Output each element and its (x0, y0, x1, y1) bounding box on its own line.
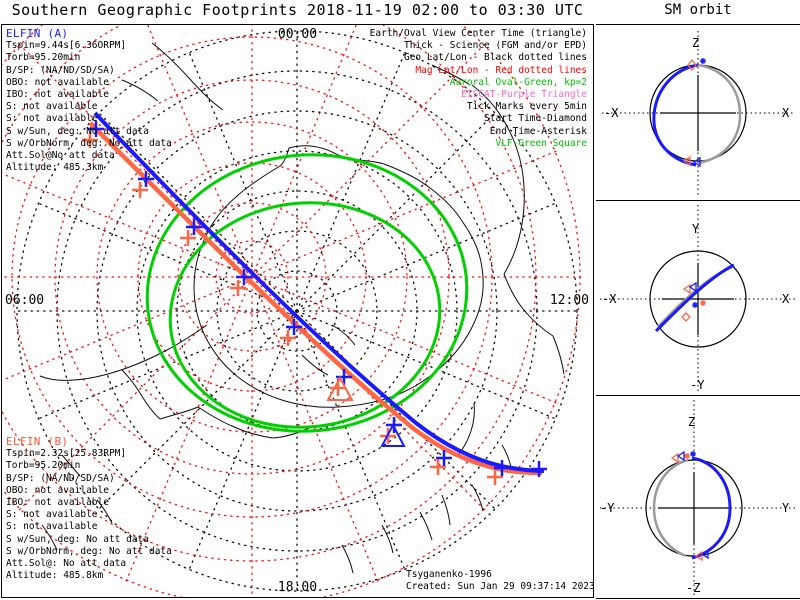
elfin-b-line-5: S: not available (6, 509, 98, 521)
sm-label-bottom-yx: -Y (690, 378, 705, 392)
sm-label-top-zx: Z (692, 36, 699, 50)
legend-item-1: Thick - Science (FGM and/or EPD) (403, 40, 587, 52)
orbit-past-zx (697, 63, 742, 165)
elfin-b-info: ELFIN (B) Tspin=2.32s[25.83RPM] Torb=95.… (6, 435, 172, 582)
elfin-b-line-9: Att.Sol@: No att data (6, 558, 127, 570)
elfin-a-line-9: Att.Sol@No att data (6, 150, 115, 162)
legend-item-8: End Time-Asterisk (489, 125, 587, 137)
elfin-a-info: ELFIN (A) Tspin=9.44s[6.36ORPM] Torb=95.… (6, 27, 172, 174)
track-elfin-b (88, 121, 543, 476)
marker-end-zx (692, 58, 706, 168)
auroral-oval (145, 153, 469, 433)
marker-end-yx (688, 281, 698, 308)
legend-item-6: Tick Marks every 5min (466, 101, 587, 113)
legend-item-3: Mag Lat/Lon - Red dotted lines (415, 64, 587, 76)
footer-info: Tsyganenko-1996 Created: Sun Jan 29 09:3… (406, 568, 594, 593)
sm-plot-zx: Z -X X (602, 31, 794, 195)
sm-panel-zx: Z -X X (596, 24, 800, 200)
elfin-a-header: ELFIN (A) (6, 27, 69, 40)
sm-label-left-yx: -X (602, 292, 617, 306)
elfin-b-header: ELFIN (B) (6, 435, 69, 448)
view-center-triangle-b (326, 375, 354, 401)
elfin-a-line-1: Torb=95.20min (6, 52, 81, 64)
sm-orbit-column: Z -X X (596, 0, 800, 600)
orbit-past-zy (652, 458, 689, 558)
sm-label-right-zy: Y (782, 501, 790, 515)
sm-axis-cross-zx (660, 75, 736, 151)
sm-plot-zy: Z -Y Y -Z (600, 400, 796, 596)
legend-item-5: EISCAT-Purple Triangle (461, 89, 587, 101)
legend-item-2: Geo Lat/Lon - Black dotted lines (403, 52, 587, 64)
sm-panel-yx: Y -X X -Y (596, 200, 800, 395)
sm-axes-zy (600, 400, 796, 596)
marker-start-zy (670, 452, 703, 562)
elfin-a-line-0: Tspin=9.44s[6.36ORPM] (6, 40, 127, 52)
orbit-track-zy (691, 456, 732, 560)
elfin-a-line-3: OBO: not available (6, 76, 109, 88)
orbit-track-yx (654, 263, 735, 333)
polar-map-plot (2, 25, 585, 597)
elfin-b-line-10: Altitude: 485.8km (6, 570, 104, 582)
elfin-b-line-1: Torb=95.20min (6, 460, 81, 472)
map-legend: Earth/Oval View Center Time (triangle) T… (370, 28, 587, 150)
elfin-a-line-10: Altitude: 485.3km (6, 162, 104, 174)
sm-axis-cross-zy (658, 472, 730, 544)
map-panel: ELFIN (A) Tspin=9.44s[6.36ORPM] Torb=95.… (1, 24, 594, 598)
sm-axis-cross-yx (662, 263, 734, 335)
sm-label-top-zy: Z (688, 415, 695, 429)
elfin-a-line-2: B/SP: (NA/ND/SD/SA) (6, 64, 115, 76)
clock-label-top: 00:00 (277, 27, 318, 42)
sm-label-right-yx: X (782, 292, 790, 306)
sm-label-right-zx: X (782, 106, 790, 120)
sm-orbit-title: SM orbit (664, 2, 732, 18)
elfin-a-line-6: S: not available (6, 113, 98, 125)
legend-item-7: Start Time-Diamond (484, 113, 587, 125)
clock-label-left: 06:00 (5, 293, 45, 308)
model-name: Tsyganenko-1996 (406, 568, 492, 580)
legend-item-0: Earth/Oval View Center Time (triangle) (369, 28, 587, 39)
legend-item-4: Auroral Oval-Green, kp=2 (449, 76, 587, 88)
earth-circle-yx (649, 250, 747, 348)
clock-label-right: 12:00 (549, 293, 589, 308)
mag-grid (2, 25, 585, 597)
elfin-b-line-6: S: not available (6, 521, 98, 533)
legend-item-9: VLF-Green Square (495, 137, 587, 149)
sm-label-left-zx: -X (604, 106, 619, 120)
marker-start-zx (682, 58, 697, 167)
sm-label-top-yx: Y (692, 222, 700, 236)
marker-start-yx (681, 283, 706, 322)
created-time: Created: Sun Jan 29 09:37:14 2023 (406, 580, 594, 592)
elfin-b-line-3: OBO: not available (6, 484, 109, 496)
sm-axes-yx (600, 205, 796, 393)
sm-panel-zy: Z -Y Y -Z (596, 395, 800, 599)
elfin-b-line-4: IBO: not available (6, 497, 109, 509)
marker-end-zy (676, 450, 709, 560)
elfin-a-line-4: IBO: not available (6, 89, 109, 101)
elfin-b-line-7: S w/Sun, deg: No att data (6, 533, 149, 545)
elfin-a-line-7: S w/Sun, deg: No att data (6, 125, 149, 137)
clock-label-bottom: 18:00 (277, 580, 318, 595)
elfin-a-line-5: S: not available (6, 101, 98, 113)
sm-label-bottom-zy: -Z (686, 581, 700, 595)
sm-label-left-zy: -Y (600, 501, 615, 515)
sm-plot-yx: Y -X X -Y (600, 205, 796, 393)
elfin-b-line-2: B/SP: (NA/ND/SD/SA) (6, 472, 115, 484)
elfin-a-line-8: S w/OrbNorm, deg: No att data (6, 137, 172, 149)
orbit-track-zx (652, 63, 699, 167)
tick-marks-elfin-a (88, 121, 547, 477)
page-title: Southern Geographic Footprints 2018-11-1… (11, 1, 584, 19)
elfin-b-line-8: S w/OrbNorm, deg: No att data (6, 545, 172, 557)
elfin-b-line-0: Tspin=2.32s[25.83RPM] (6, 448, 127, 460)
view-center-triangle-a (380, 422, 406, 447)
